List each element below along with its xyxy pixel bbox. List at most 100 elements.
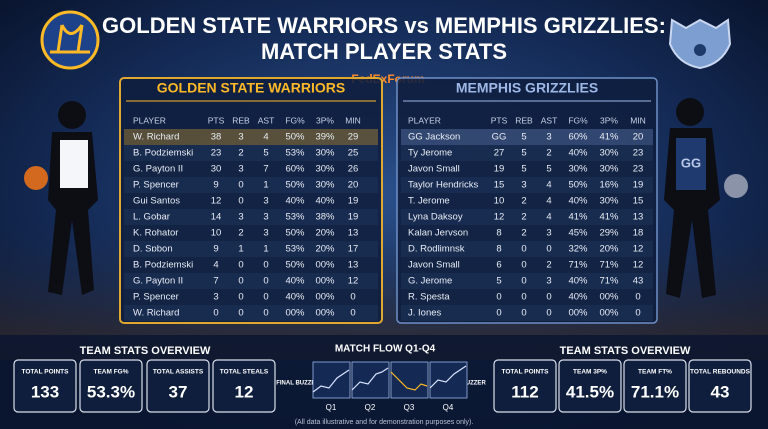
- player-name: D. Sɒbon: [133, 244, 173, 255]
- overview-title: TEAM STATS OVERVIEW: [560, 345, 691, 357]
- row-bg: [124, 161, 378, 177]
- stat-cell: 0: [521, 260, 526, 271]
- stat-cell: 0: [238, 308, 243, 319]
- stat-cell: 29: [348, 132, 359, 143]
- stat-label: TEAM FG%: [93, 369, 128, 376]
- footer: (All data illustrative and for demonstra…: [295, 419, 474, 426]
- stat-cell: 20: [633, 132, 644, 143]
- stat-cell: 53%: [285, 212, 305, 223]
- stat-cell: 12: [494, 212, 505, 223]
- flow-line: [351, 367, 389, 391]
- stat-cell: 4: [546, 180, 551, 191]
- overview-title: TEAM STATS OVERVIEW: [80, 345, 211, 357]
- stat-cell: 5: [263, 148, 268, 159]
- stat-cell: 26: [348, 164, 359, 175]
- player-name: K. Rohator: [133, 228, 178, 239]
- stat-cell: 2: [238, 148, 243, 159]
- stat-cell: 38%: [315, 212, 335, 223]
- player-name: G. Payton II: [133, 164, 183, 175]
- stat-cell: 50%: [568, 180, 588, 191]
- column-header: MIN: [345, 115, 361, 125]
- stat-cell: 0: [496, 292, 501, 303]
- stat-cell: 23: [633, 148, 644, 159]
- row-bg: [401, 241, 653, 257]
- stat-cell: 30%: [568, 164, 588, 175]
- stat-cell: 12: [633, 244, 644, 255]
- row-bg: [124, 241, 378, 257]
- flow-line: [390, 371, 428, 391]
- row-bg: [124, 273, 378, 289]
- row-bg: [124, 177, 378, 193]
- row-bg: [124, 209, 378, 225]
- stat-cell: 2: [546, 260, 551, 271]
- row-bg: [401, 273, 653, 289]
- column-header: PTS: [208, 115, 225, 125]
- stat-cell: 20%: [599, 244, 619, 255]
- stat-cell: 40%: [568, 276, 588, 287]
- stat-cell: 23: [633, 164, 644, 175]
- stat-cell: 19: [633, 180, 644, 191]
- stat-cell: 0: [238, 276, 243, 287]
- quarter-label: Q3: [404, 403, 415, 412]
- stat-cell: 10: [494, 196, 505, 207]
- stat-cell: 45%: [568, 228, 588, 239]
- player-name: L. Gobar: [133, 212, 170, 223]
- stat-cell: 7: [213, 276, 218, 287]
- stat-value: 112: [511, 382, 538, 401]
- stat-cell: 40%: [568, 196, 588, 207]
- stat-cell: 40%: [568, 292, 588, 303]
- player-name: P. Spencer: [133, 180, 179, 191]
- stat-cell: 0: [546, 308, 551, 319]
- row-bg: [401, 129, 653, 145]
- stat-cell: 53%: [285, 148, 305, 159]
- stat-cell: 0: [263, 260, 268, 271]
- stat-label: TOTAL POINTS: [22, 369, 70, 376]
- stat-value: 71.1%: [631, 382, 679, 401]
- mini-chart: [390, 361, 429, 399]
- stat-label: TOTAL ASSISTS: [153, 369, 204, 376]
- stat-cell: 3: [238, 132, 243, 143]
- stat-cell: 38: [211, 132, 222, 143]
- stat-value: 43: [711, 382, 730, 401]
- stat-card: [493, 359, 557, 413]
- flow-line: [429, 365, 467, 389]
- player-name: B. Podziemski: [133, 148, 193, 159]
- stat-cell: 1: [263, 244, 268, 255]
- stat-cell: 00%: [315, 292, 335, 303]
- stat-cell: 0: [350, 308, 355, 319]
- row-bg: [401, 289, 653, 305]
- player-name: Kalan Jervson: [408, 228, 468, 239]
- player-name: T. Jerome: [408, 196, 450, 207]
- row-bg: [124, 289, 378, 305]
- stat-card: [13, 359, 77, 413]
- stat-card: [212, 359, 276, 413]
- stat-cell: 0: [635, 308, 640, 319]
- column-header: 3P%: [316, 115, 334, 125]
- stat-cell: 5: [546, 164, 551, 175]
- final-buzzer-note: FINAL BUZZER: [276, 381, 320, 387]
- stat-cell: 50%: [285, 132, 305, 143]
- stat-cell: 19: [348, 212, 359, 223]
- player-name: W. Richard: [133, 308, 179, 319]
- quarter-label: Q2: [365, 403, 376, 412]
- stat-cell: 30%: [599, 196, 619, 207]
- stat-cell: 00%: [315, 260, 335, 271]
- stat-cell: 16%: [599, 180, 619, 191]
- row-bg: [124, 305, 378, 321]
- stat-cell: 71%: [568, 260, 588, 271]
- stat-cell: 13: [633, 212, 644, 223]
- stat-cell: 8: [496, 228, 501, 239]
- stat-cell: 12: [633, 260, 644, 271]
- stat-cell: 00%: [599, 292, 619, 303]
- stat-cell: 9: [213, 244, 218, 255]
- stat-cell: 5: [521, 132, 526, 143]
- player-name: G. Jerome: [408, 276, 452, 287]
- stat-cell: 2: [521, 196, 526, 207]
- player-name: Taylor Hendricks: [408, 180, 478, 191]
- stat-cell: 3: [238, 164, 243, 175]
- row-bg: [124, 145, 378, 161]
- column-header: MIN: [630, 115, 646, 125]
- stat-cell: 0: [521, 308, 526, 319]
- flow-line: [312, 369, 350, 393]
